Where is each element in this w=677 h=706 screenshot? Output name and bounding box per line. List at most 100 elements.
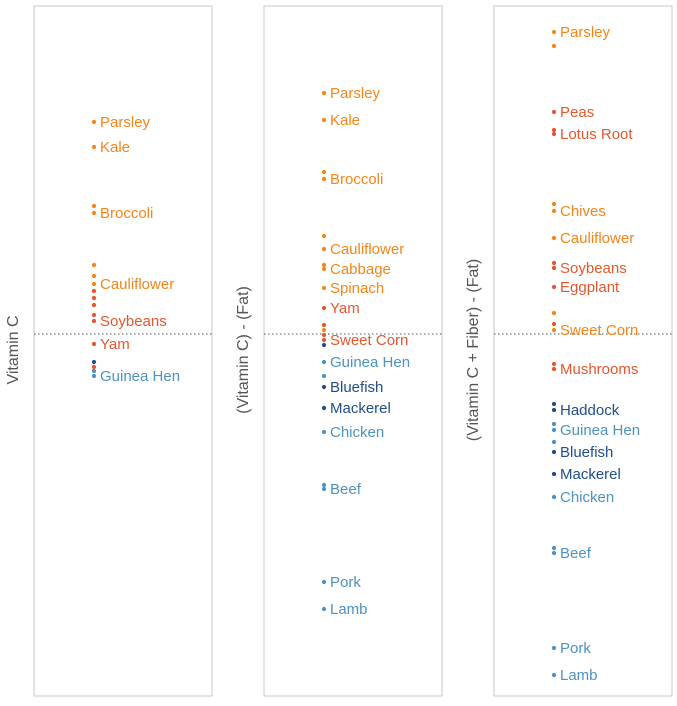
point-label: Cabbage [330, 261, 391, 278]
point-marker [321, 332, 327, 338]
point-label: Cauliflower [100, 276, 174, 293]
point-marker [91, 318, 97, 324]
point-marker [321, 373, 327, 379]
point-marker [91, 281, 97, 287]
point-marker [551, 645, 557, 651]
y-axis-label: (Vitamin C + Fiber) - (Fat) [465, 259, 482, 441]
point-label: Pork [560, 640, 591, 657]
point-marker [551, 407, 557, 413]
point-marker [551, 449, 557, 455]
point-marker [551, 421, 557, 427]
point-marker [551, 439, 557, 445]
point-label: Pork [330, 574, 361, 591]
point-marker [321, 233, 327, 239]
point-marker [91, 210, 97, 216]
point-label: Cauliflower [560, 230, 634, 247]
point-marker [321, 429, 327, 435]
point-marker [321, 305, 327, 311]
point-marker [91, 312, 97, 318]
point-label: Sweet Corn [330, 332, 408, 349]
point-marker [551, 550, 557, 556]
point-marker [551, 284, 557, 290]
point-label: Mackerel [560, 466, 621, 483]
point-label: Broccoli [100, 205, 153, 222]
point-label: Beef [330, 481, 362, 498]
point-marker [551, 672, 557, 678]
point-marker [91, 302, 97, 308]
point-marker [91, 273, 97, 279]
point-label: Broccoli [330, 171, 383, 188]
point-marker [321, 482, 327, 488]
point-marker [91, 203, 97, 209]
panel-frame [33, 5, 213, 697]
point-marker [321, 117, 327, 123]
point-marker [551, 235, 557, 241]
point-label: Lotus Root [560, 126, 633, 143]
point-marker [551, 29, 557, 35]
point-marker [321, 486, 327, 492]
point-marker [91, 262, 97, 268]
point-marker [551, 361, 557, 367]
point-label: Peas [560, 104, 594, 121]
point-label: Spinach [330, 280, 384, 297]
point-label: Parsley [560, 24, 611, 41]
panels: Vitamin C Parsley Kale Broccoli Cauliflower S… [5, 5, 673, 697]
point-marker [91, 341, 97, 347]
point-marker [551, 127, 557, 133]
point-label: Bluefish [560, 444, 613, 461]
point-marker [551, 310, 557, 316]
y-axis-label: Vitamin C [5, 315, 22, 384]
point-marker [551, 43, 557, 49]
point-label: Kale [100, 139, 130, 156]
point-label: Bluefish [330, 379, 383, 396]
point-marker [551, 321, 557, 327]
point-label: Lamb [330, 601, 368, 618]
point-marker [551, 327, 557, 333]
point-marker [551, 265, 557, 271]
point-marker [321, 266, 327, 272]
point-label: Chicken [330, 424, 384, 441]
point-marker [91, 288, 97, 294]
point-marker [551, 494, 557, 500]
point-label: Cauliflower [330, 241, 404, 258]
point-label: Parsley [100, 114, 151, 131]
point-marker [321, 337, 327, 343]
panel-2: (Vitamin C) - (Fat) Parsley Kale Broccoli Ca… [235, 5, 443, 697]
point-marker [91, 364, 97, 370]
point-marker [321, 285, 327, 291]
point-marker [551, 401, 557, 407]
panel-1: Vitamin C Parsley Kale Broccoli Cauliflower S… [5, 5, 213, 697]
point-label: Sweet Corn [560, 322, 638, 339]
point-marker [551, 545, 557, 551]
point-marker [321, 327, 327, 333]
point-label: Haddock [560, 402, 620, 419]
point-label: Yam [330, 300, 360, 317]
point-label: Mackerel [330, 400, 391, 417]
point-marker [91, 359, 97, 365]
point-marker [321, 322, 327, 328]
point-marker [321, 176, 327, 182]
point-marker [321, 90, 327, 96]
point-label: Mushrooms [560, 361, 638, 378]
point-label: Yam [100, 336, 130, 353]
point-label: Lamb [560, 667, 598, 684]
point-label: Kale [330, 112, 360, 129]
point-marker [91, 373, 97, 379]
point-marker [321, 606, 327, 612]
point-marker [91, 295, 97, 301]
point-marker [551, 131, 557, 137]
point-marker [321, 169, 327, 175]
panel-frame [263, 5, 443, 697]
point-marker [321, 246, 327, 252]
point-marker [321, 384, 327, 390]
panel-frame [493, 5, 673, 697]
point-label: Guinea Hen [100, 368, 180, 385]
point-label: Chicken [560, 489, 614, 506]
point-marker [551, 109, 557, 115]
point-marker [321, 579, 327, 585]
point-label: Guinea Hen [330, 354, 410, 371]
point-marker [551, 201, 557, 207]
point-label: Soybeans [560, 260, 627, 277]
panel-3: (Vitamin C + Fiber) - (Fat) Parsley Peas Lo… [465, 5, 673, 697]
point-marker [551, 208, 557, 214]
